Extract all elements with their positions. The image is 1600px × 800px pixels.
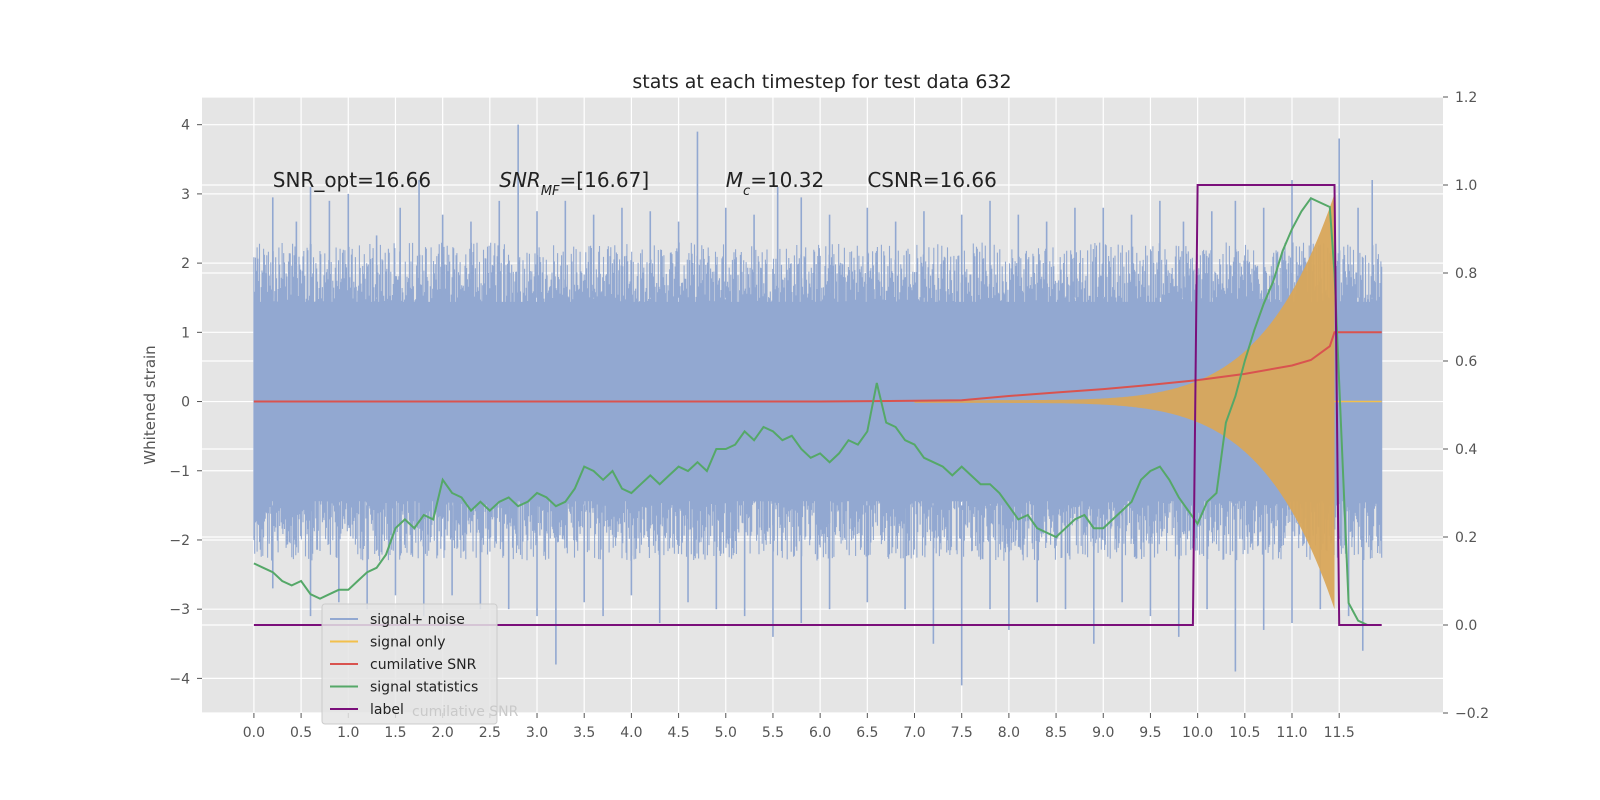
annotation-prefix: SNR bbox=[499, 168, 541, 192]
x-tick-label: 0.0 bbox=[243, 725, 265, 741]
y-tick-label-right: 1.0 bbox=[1455, 178, 1477, 194]
annotation-text: SNRMF=[16.67] bbox=[499, 168, 649, 199]
series-lines bbox=[253, 184, 1382, 626]
x-tick-label: 7.5 bbox=[951, 725, 973, 741]
legend-label: signal statistics bbox=[370, 680, 478, 696]
annotation-suffix: =10.32 bbox=[750, 168, 824, 192]
legend-label: signal+ noise bbox=[370, 612, 465, 628]
y-tick-label-right: 1.2 bbox=[1455, 90, 1477, 106]
cumilative-snr-line bbox=[253, 331, 1382, 403]
x-tick-label: 3.5 bbox=[573, 725, 595, 741]
legend: cumilative SNR signal+ noise signal only cu… bbox=[321, 603, 519, 725]
signal-only-layer bbox=[914, 193, 1382, 610]
annotation-prefix: CSNR=16.66 bbox=[867, 168, 997, 192]
x-tick-label: 4.5 bbox=[667, 725, 689, 741]
annotation-text: SNR_opt=16.66 bbox=[273, 168, 431, 192]
x-tick-label: 2.0 bbox=[432, 725, 454, 741]
y-tick-label-left: 4 bbox=[181, 118, 190, 134]
x-tick-label: 11.0 bbox=[1276, 725, 1307, 741]
y-tick-label-right: 0.4 bbox=[1455, 442, 1477, 458]
y-tick-label-right: 0.0 bbox=[1455, 618, 1477, 634]
y-tick-label-left: 0 bbox=[181, 395, 190, 411]
x-tick-label: 8.0 bbox=[998, 725, 1020, 741]
annotation-text: Mc=10.32 bbox=[726, 168, 824, 199]
x-tick-label: 4.0 bbox=[620, 725, 642, 741]
y-tick-label-left: 3 bbox=[181, 187, 190, 203]
x-tick-label: 1.0 bbox=[337, 725, 359, 741]
y-tick-label-right: 0.8 bbox=[1455, 266, 1477, 282]
x-tick-label: 7.0 bbox=[903, 725, 925, 741]
label-line bbox=[253, 184, 1382, 626]
legend-label: signal only bbox=[370, 635, 445, 651]
signal-only-envelope bbox=[914, 193, 1335, 610]
y-tick-label-left: 1 bbox=[181, 325, 190, 341]
annotation-text: CSNR=16.66 bbox=[867, 168, 997, 192]
annotations: SNR_opt=16.66 SNRMF=[16.67] Mc=10.32 CSNR=1… bbox=[273, 168, 997, 199]
x-tick-label: 9.0 bbox=[1092, 725, 1114, 741]
chart-title: stats at each timestep for test data 632 bbox=[632, 71, 1011, 93]
x-tick-label: 5.0 bbox=[715, 725, 737, 741]
x-tick-label: 10.5 bbox=[1229, 725, 1260, 741]
y-tick-label-left: −1 bbox=[169, 464, 190, 480]
annotation-prefix: SNR_opt=16.66 bbox=[273, 168, 431, 192]
legend-box bbox=[321, 603, 498, 725]
annotation-suffix: =[16.67] bbox=[560, 168, 650, 192]
y-tick-label-left: −2 bbox=[169, 533, 190, 549]
annotation-subscript: MF bbox=[541, 184, 560, 199]
y-tick-label-left: 2 bbox=[181, 256, 190, 272]
legend-ghost-text: cumilative SNR bbox=[412, 704, 519, 720]
x-tick-label: 3.0 bbox=[526, 725, 548, 741]
x-tick-label: 9.5 bbox=[1139, 725, 1161, 741]
annotation-prefix: M bbox=[726, 168, 743, 192]
x-tick-label: 0.5 bbox=[290, 725, 312, 741]
x-tick-label: 8.5 bbox=[1045, 725, 1067, 741]
y-tick-label-left: −3 bbox=[169, 602, 190, 618]
x-tick-label: 6.0 bbox=[809, 725, 831, 741]
x-tick-label: 5.5 bbox=[762, 725, 784, 741]
axes: 0.0 0.5 1.0 1.5 2.0 2.5 3.0 3.5 4.0 4.5 5.0 5.5 6.0 6… bbox=[169, 90, 1489, 741]
legend-label: label bbox=[370, 702, 404, 718]
x-tick-label: 2.5 bbox=[479, 725, 501, 741]
y-tick-label-left: −4 bbox=[169, 671, 190, 687]
annotation-subscript: c bbox=[743, 184, 750, 199]
x-tick-label: 10.0 bbox=[1182, 725, 1213, 741]
y-axis-label: Whitened strain bbox=[141, 345, 159, 464]
x-tick-label: 6.5 bbox=[856, 725, 878, 741]
legend-label: cumilative SNR bbox=[370, 657, 477, 673]
signal-statistics-line bbox=[253, 196, 1377, 626]
x-tick-label: 11.5 bbox=[1324, 725, 1355, 741]
y-tick-label-right: −0.2 bbox=[1455, 706, 1489, 722]
x-tick-label: 1.5 bbox=[384, 725, 406, 741]
y-tick-label-right: 0.2 bbox=[1455, 530, 1477, 546]
y-tick-label-right: 0.6 bbox=[1455, 354, 1477, 370]
